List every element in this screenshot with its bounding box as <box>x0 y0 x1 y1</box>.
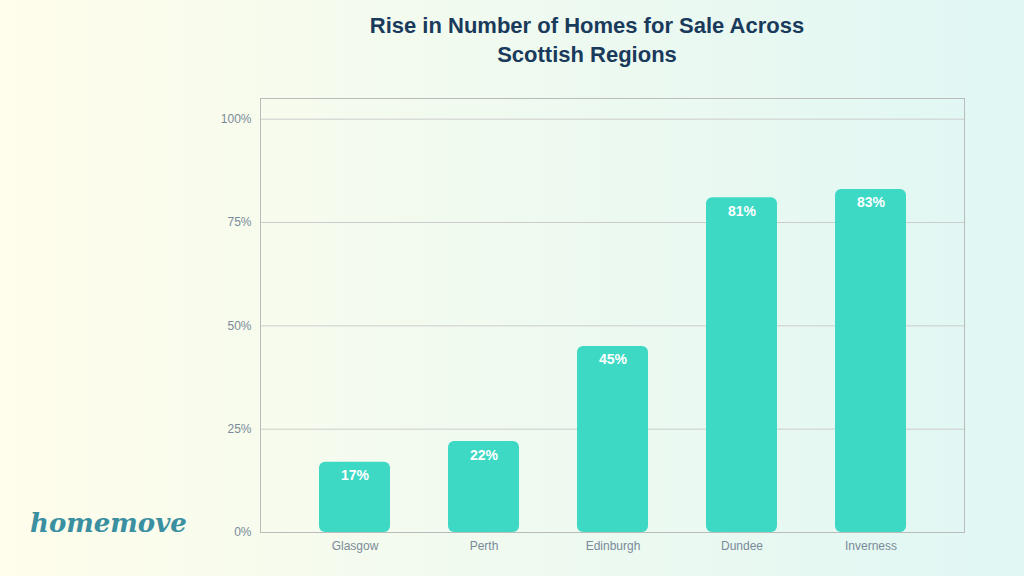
svg-text:Glasgow: Glasgow <box>332 539 379 553</box>
svg-text:22%: 22% <box>470 447 499 463</box>
svg-text:Perth: Perth <box>470 539 499 553</box>
svg-text:Edinburgh: Edinburgh <box>586 539 641 553</box>
svg-text:75%: 75% <box>227 215 251 229</box>
svg-text:Inverness: Inverness <box>845 539 897 553</box>
html-text:homemove: homemove <box>30 508 187 538</box>
svg-text:45%: 45% <box>599 351 628 367</box>
svg-text:83%: 83% <box>857 194 886 210</box>
svg-text:50%: 50% <box>227 319 251 333</box>
svg-text:0%: 0% <box>234 525 252 539</box>
svg-text:Dundee: Dundee <box>721 539 763 553</box>
svg-text:81%: 81% <box>728 203 757 219</box>
svg-text:100%: 100% <box>221 112 252 126</box>
svg-text:17%: 17% <box>341 467 370 483</box>
svg-text:25%: 25% <box>227 422 251 436</box>
html-text:Rise in Number of Homes for Sa: Rise in Number of Homes for Sale Across … <box>369 13 805 67</box>
